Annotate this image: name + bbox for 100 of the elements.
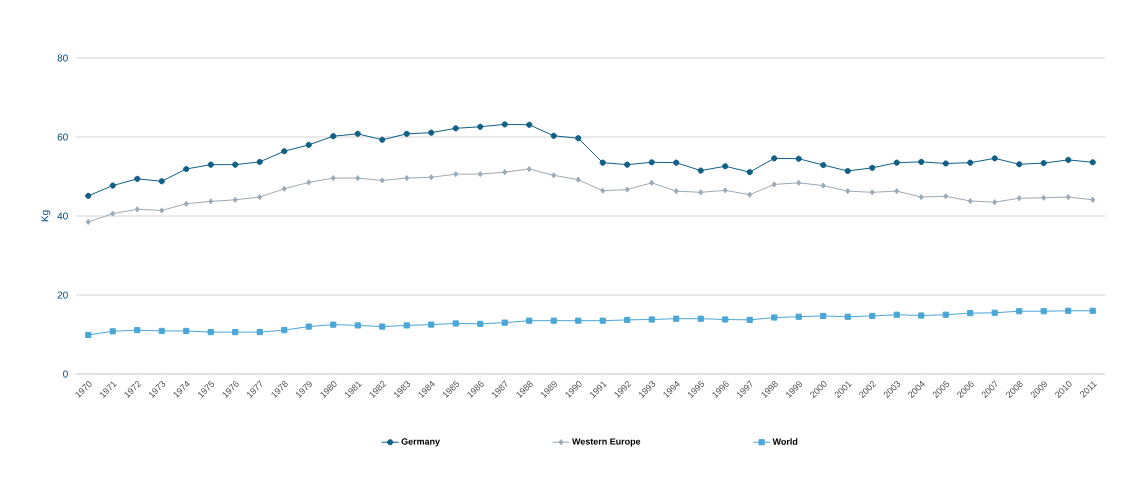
- point: [771, 314, 778, 321]
- point: [85, 218, 91, 226]
- point: [256, 158, 263, 165]
- point: [1089, 307, 1096, 314]
- point: [281, 185, 287, 192]
- point: [501, 319, 508, 326]
- point: [526, 165, 532, 173]
- point: [771, 181, 777, 188]
- point: [746, 169, 753, 176]
- point: [918, 193, 924, 201]
- point: [256, 329, 263, 336]
- y-tick-label: 40: [57, 212, 68, 220]
- point: [845, 188, 851, 195]
- point: [673, 159, 680, 166]
- point: [183, 327, 190, 335]
- point: [771, 155, 778, 162]
- point: [477, 123, 484, 130]
- point: [502, 169, 508, 176]
- point: [1065, 156, 1072, 163]
- point: [403, 130, 410, 137]
- point: [795, 313, 802, 320]
- point: [918, 312, 925, 319]
- point: [183, 200, 189, 207]
- point: [869, 164, 876, 171]
- point: [820, 161, 827, 169]
- point: [109, 182, 116, 189]
- point: [575, 317, 582, 324]
- point: [918, 158, 925, 165]
- point: [599, 317, 606, 324]
- point: [991, 155, 998, 162]
- point: [379, 136, 386, 143]
- point: [477, 171, 483, 178]
- point: [85, 192, 92, 199]
- point: [110, 210, 116, 217]
- y-tick-label: 60: [57, 133, 68, 141]
- point: [550, 132, 557, 139]
- point: [697, 167, 704, 174]
- y-tick-label: 20: [57, 291, 68, 299]
- point: [894, 188, 900, 195]
- point: [624, 186, 630, 193]
- point: [207, 329, 214, 336]
- point: [477, 320, 484, 327]
- point: [379, 177, 385, 184]
- point: [330, 133, 337, 140]
- point: [1040, 308, 1047, 315]
- point: [330, 174, 336, 182]
- point: [354, 130, 361, 137]
- point: [134, 327, 141, 334]
- point: [305, 323, 312, 330]
- point: [795, 155, 802, 162]
- point: [453, 171, 459, 178]
- point: [1040, 159, 1047, 167]
- point: [1016, 195, 1022, 202]
- point: [428, 129, 435, 136]
- point: [648, 316, 655, 323]
- point: [109, 328, 116, 335]
- point: [575, 135, 582, 142]
- point: [1016, 161, 1023, 168]
- point: [869, 189, 875, 196]
- point: [550, 317, 557, 324]
- point: [698, 189, 704, 196]
- point: [183, 165, 190, 173]
- point: [869, 312, 876, 320]
- point: [796, 179, 802, 186]
- point: [232, 329, 239, 336]
- point: [501, 121, 508, 128]
- point: [428, 321, 435, 328]
- point: [452, 125, 459, 132]
- point: [452, 320, 459, 327]
- point: [305, 141, 312, 148]
- point: [526, 317, 533, 324]
- point: [208, 198, 214, 205]
- point: [1041, 194, 1047, 201]
- y-tick-label: 80: [57, 54, 68, 62]
- point: [257, 193, 263, 201]
- point: [697, 315, 704, 322]
- point: [722, 316, 729, 323]
- point: [428, 174, 434, 181]
- point: [404, 174, 410, 182]
- point: [624, 161, 631, 168]
- point: [844, 167, 851, 175]
- y-tick-label: 0: [63, 370, 68, 378]
- point: [820, 312, 827, 320]
- point: [1065, 307, 1072, 314]
- point: [232, 196, 238, 203]
- point: [306, 179, 312, 186]
- point: [134, 206, 140, 213]
- point: [158, 327, 165, 335]
- legend-label: Western Europe: [572, 438, 641, 447]
- point: [649, 179, 655, 186]
- point: [747, 191, 753, 198]
- point: [85, 331, 92, 338]
- point: [355, 174, 361, 182]
- point: [281, 327, 288, 334]
- point: [1065, 193, 1071, 201]
- point: [134, 175, 141, 182]
- point: [599, 159, 606, 166]
- point: [673, 188, 679, 195]
- point: [942, 311, 949, 318]
- point: [281, 148, 288, 155]
